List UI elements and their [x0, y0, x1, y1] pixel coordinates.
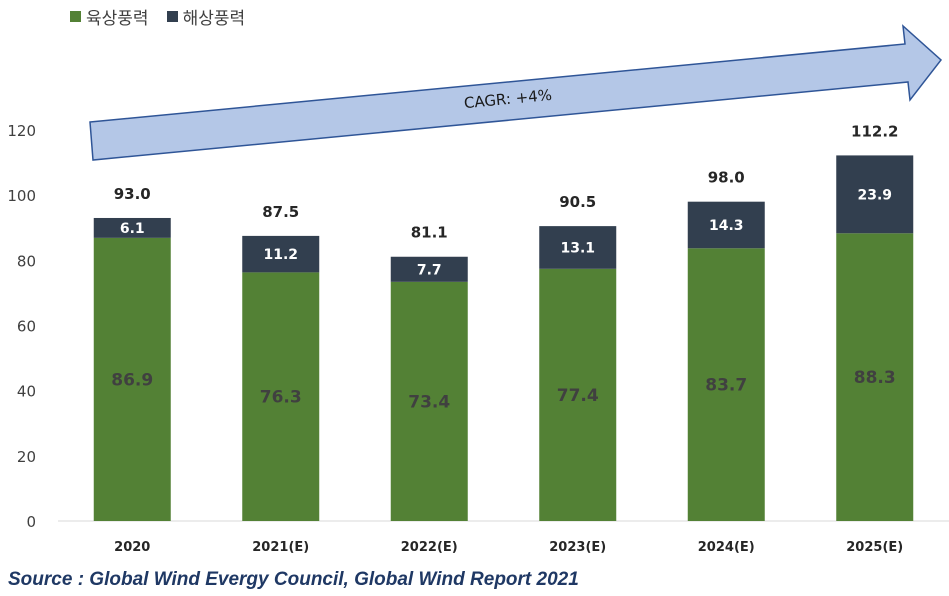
cagr-arrow — [89, 24, 943, 161]
data-label-total: 112.2 — [851, 122, 898, 140]
x-tick-label: 2025(E) — [846, 540, 903, 555]
data-label-offshore: 11.2 — [263, 247, 298, 263]
data-label-onshore: 77.4 — [557, 386, 599, 406]
y-tick-label: 80 — [17, 252, 36, 270]
data-label-onshore: 73.4 — [408, 392, 450, 412]
y-tick-label: 40 — [17, 383, 36, 401]
y-tick-label: 120 — [7, 122, 36, 140]
y-tick-label: 60 — [17, 318, 36, 336]
source-note: Source : Global Wind Evergy Council, Glo… — [8, 569, 579, 590]
bar-onshore — [93, 237, 171, 521]
data-label-onshore: 76.3 — [260, 388, 302, 408]
data-label-offshore: 14.3 — [709, 218, 744, 234]
bar-offshore — [93, 217, 171, 238]
bar-offshore — [390, 256, 468, 282]
data-label-total: 87.5 — [262, 203, 299, 221]
legend-item-offshore: 해상풍력 — [166, 4, 246, 29]
y-tick-label: 100 — [7, 187, 36, 205]
bar-offshore — [242, 235, 320, 273]
data-label-total: 98.0 — [708, 169, 745, 187]
bar-offshore — [539, 226, 617, 269]
data-label-onshore: 86.9 — [111, 370, 153, 390]
x-tick-label: 2024(E) — [698, 540, 755, 555]
legend-label-offshore: 해상풍력 — [182, 9, 246, 29]
data-label-onshore: 88.3 — [854, 368, 896, 388]
bar-onshore — [687, 248, 765, 521]
legend-swatch-offshore — [166, 11, 178, 22]
y-tick-label: 0 — [26, 513, 36, 531]
bar-onshore — [390, 281, 468, 521]
x-tick-label: 2020 — [114, 540, 150, 555]
data-label-total: 90.5 — [559, 193, 596, 211]
legend-item-onshore: 육상풍력 — [70, 4, 149, 29]
x-tick-label: 2022(E) — [401, 540, 458, 555]
legend: 육상풍력 해상풍력 — [70, 4, 245, 29]
bar-onshore — [242, 272, 320, 521]
data-label-offshore: 7.7 — [417, 262, 442, 278]
bar-onshore — [836, 233, 914, 521]
legend-swatch-onshore — [70, 11, 81, 22]
x-tick-label: 2023(E) — [549, 540, 606, 555]
bar-onshore — [539, 268, 617, 521]
data-label-onshore: 83.7 — [705, 376, 747, 396]
data-label-total: 93.0 — [114, 185, 151, 203]
data-label-offshore: 13.1 — [560, 240, 595, 256]
x-tick-label: 2021(E) — [252, 540, 309, 555]
bar-offshore — [836, 155, 914, 234]
legend-label-onshore: 육상풍력 — [86, 9, 149, 29]
data-label-offshore: 23.9 — [857, 187, 892, 203]
y-tick-label: 20 — [17, 448, 36, 466]
data-label-offshore: 6.1 — [120, 221, 145, 237]
bar-offshore — [687, 201, 765, 249]
data-label-total: 81.1 — [411, 224, 448, 242]
